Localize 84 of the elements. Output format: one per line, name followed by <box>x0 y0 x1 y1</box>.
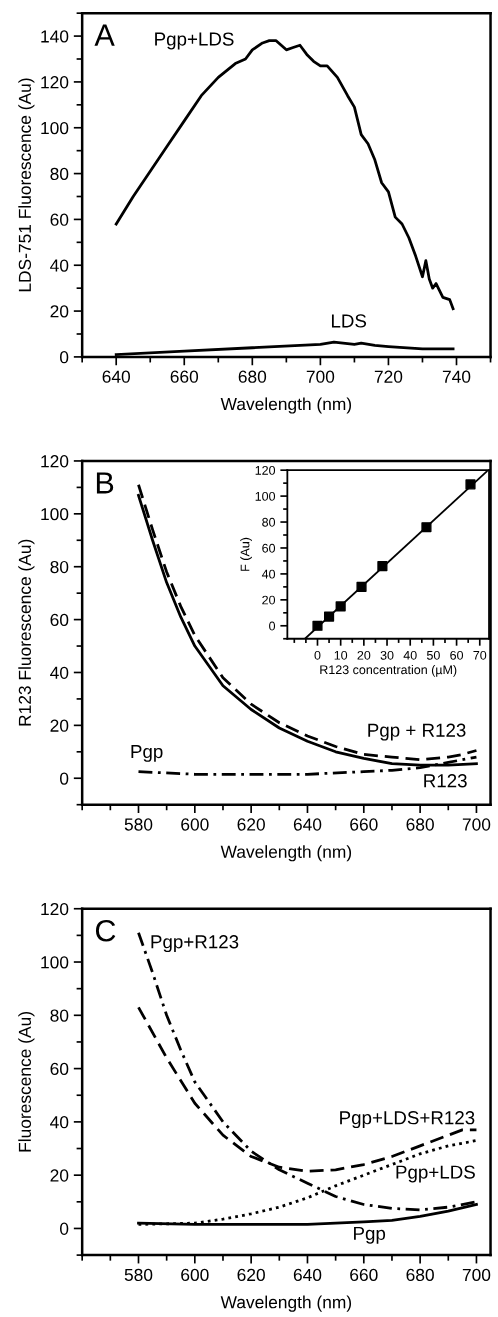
y-tick-label: 120 <box>41 455 69 468</box>
y-tick-label: 60 <box>50 1062 69 1076</box>
x-axis-title: Wavelength (nm) <box>220 397 352 414</box>
x-tick-label: 20 <box>357 650 371 660</box>
y-tick-label: 120 <box>255 465 276 475</box>
y-axis-title: R123 Fluorescence (Au) <box>18 539 35 726</box>
point <box>421 522 432 533</box>
y-tick-label: 60 <box>262 543 276 553</box>
x-tick-label: 700 <box>462 1268 491 1282</box>
y-tick-label: 80 <box>50 1009 69 1022</box>
y-tick-label: 140 <box>41 30 69 43</box>
y-tick-label: 0 <box>269 621 276 631</box>
x-tick-label: 600 <box>181 818 209 831</box>
annotation: B <box>96 472 114 494</box>
point <box>323 611 335 622</box>
y-tick-label: 40 <box>261 569 276 579</box>
y-tick-label: 20 <box>50 1169 69 1182</box>
x-tick-label: 60 <box>450 650 464 660</box>
x-tick-label: 620 <box>237 818 265 831</box>
x-tick-label: 50 <box>426 650 440 660</box>
annotation: C <box>95 919 116 942</box>
x-tick-label: 720 <box>374 370 403 383</box>
point <box>465 479 476 490</box>
y-tick-label: 20 <box>262 595 276 605</box>
y-tick-label: 20 <box>50 305 69 318</box>
series-label: Pgp <box>131 745 163 762</box>
y-axis-title: LDS-751 Fluorescence (Au) <box>18 78 35 292</box>
y-tick-label: 80 <box>262 517 276 527</box>
y-tick-label: 100 <box>255 491 276 501</box>
x-tick-label: 620 <box>237 1268 265 1282</box>
series-label: Pgp <box>354 1226 386 1244</box>
series-label: Pgp+LDS <box>396 1165 475 1183</box>
y-tick-label: 0 <box>60 1222 69 1235</box>
y-axis-title: Fluorescence (Au) <box>18 1012 35 1152</box>
y-tick-label: 100 <box>41 508 69 521</box>
x-tick-label: 640 <box>293 1268 322 1282</box>
point <box>356 581 367 592</box>
x-tick-label: 680 <box>406 818 434 831</box>
x-tick-label: 640 <box>102 370 131 383</box>
x-tick-label: 40 <box>403 650 417 660</box>
y-axis-title: F (Au) <box>240 537 252 571</box>
x-tick-label: 660 <box>350 818 378 831</box>
x-axis-title: Wavelength (nm) <box>220 1295 352 1312</box>
y-tick-label: 80 <box>50 560 69 574</box>
x-tick-label: 700 <box>462 818 491 831</box>
x-tick-label: 600 <box>181 1268 209 1282</box>
y-tick-label: 40 <box>50 1116 69 1129</box>
series-label: Pgp + R123 <box>368 723 466 741</box>
annotation: A <box>94 24 115 46</box>
y-tick-label: 60 <box>50 613 69 627</box>
y-tick-label: 20 <box>50 719 69 732</box>
series-label: Pgp+LDS <box>155 32 234 50</box>
y-tick-label: 120 <box>41 76 69 89</box>
y-tick-label: 60 <box>50 213 69 226</box>
x-tick-label: 640 <box>293 818 322 831</box>
x-tick-label: 30 <box>380 650 394 660</box>
y-tick-label: 40 <box>50 259 69 272</box>
x-axis-title: R123 concentration (µM) <box>320 664 457 677</box>
y-tick-label: 100 <box>41 956 69 969</box>
x-tick-label: 70 <box>473 650 487 660</box>
y-tick-label: 100 <box>41 121 69 135</box>
y-tick-label: 0 <box>60 772 69 785</box>
y-tick-label: 80 <box>50 167 69 181</box>
point <box>377 561 388 572</box>
x-tick-label: 10 <box>334 650 348 660</box>
series-label: Pgp+R123 <box>151 935 239 953</box>
x-tick-label: 680 <box>238 370 267 383</box>
x-tick-label: 580 <box>124 818 153 831</box>
point <box>312 620 323 631</box>
y-tick-label: 40 <box>50 666 69 679</box>
x-tick-label: 580 <box>124 1268 153 1282</box>
x-tick-label: 0 <box>314 650 321 660</box>
point <box>335 601 346 612</box>
series-label: Pgp+LDS+R123 <box>340 1111 475 1129</box>
x-tick-label: 660 <box>350 1268 378 1282</box>
y-tick-label: 120 <box>41 902 69 916</box>
x-tick-label: 740 <box>442 370 471 383</box>
y-tick-label: 0 <box>60 351 69 364</box>
series-label: LDS <box>331 314 367 328</box>
x-tick-label: 700 <box>306 370 335 383</box>
x-tick-label: 680 <box>406 1268 434 1282</box>
x-axis-title: Wavelength (nm) <box>220 845 352 862</box>
series-label: R123 <box>424 774 467 788</box>
x-tick-label: 660 <box>170 370 199 383</box>
